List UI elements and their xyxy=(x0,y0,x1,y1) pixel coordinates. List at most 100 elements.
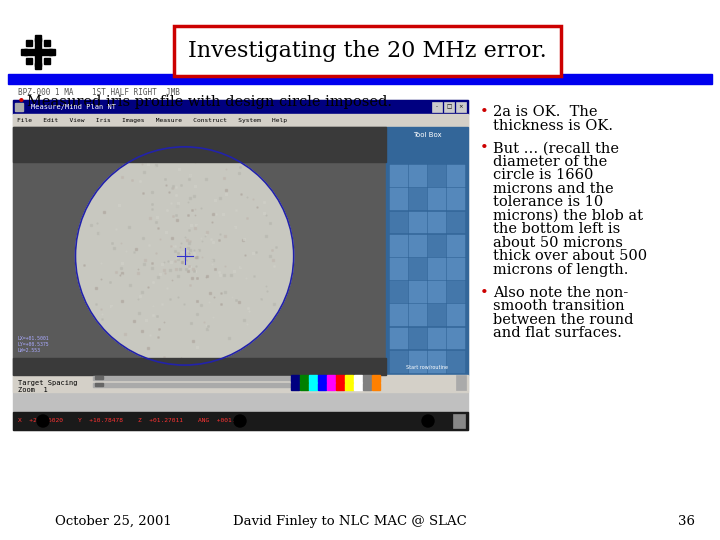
Bar xyxy=(13,127,386,375)
Bar xyxy=(336,375,344,382)
Bar xyxy=(390,281,408,303)
Bar xyxy=(49,49,55,55)
Text: smooth transition: smooth transition xyxy=(493,299,625,313)
Text: Measured iris profile with design circle imposed.: Measured iris profile with design circle… xyxy=(27,95,392,109)
Bar xyxy=(456,102,466,112)
Circle shape xyxy=(422,415,434,427)
Text: Target Spacing: Target Spacing xyxy=(18,380,78,386)
Bar xyxy=(446,328,464,349)
Bar xyxy=(336,383,344,390)
Bar xyxy=(446,212,464,233)
Bar xyxy=(13,100,468,114)
Bar xyxy=(408,281,426,303)
Bar xyxy=(408,165,426,187)
Text: -: - xyxy=(436,105,438,110)
Text: David Finley to NLC MAC @ SLAC: David Finley to NLC MAC @ SLAC xyxy=(233,515,467,528)
Bar xyxy=(386,127,468,375)
Bar xyxy=(44,40,50,46)
Text: microns) the blob at: microns) the blob at xyxy=(493,209,643,223)
Text: Measure/Mind Plan NT: Measure/Mind Plan NT xyxy=(31,104,116,110)
Bar xyxy=(26,40,32,46)
Text: Zoom  1: Zoom 1 xyxy=(18,387,48,393)
Bar xyxy=(95,376,103,379)
Bar xyxy=(432,102,442,112)
Bar xyxy=(318,375,326,382)
Bar xyxy=(13,100,468,430)
Bar xyxy=(24,49,52,55)
Bar xyxy=(345,375,353,382)
Bar xyxy=(95,383,103,386)
Bar xyxy=(428,258,446,280)
Bar xyxy=(446,351,464,373)
Bar xyxy=(15,103,23,111)
Text: circle is 1660: circle is 1660 xyxy=(493,168,593,183)
Bar xyxy=(8,74,712,84)
Bar xyxy=(309,383,317,390)
Bar xyxy=(428,212,446,233)
Text: •: • xyxy=(480,141,489,156)
Bar xyxy=(408,212,426,233)
Text: tolerance is 10: tolerance is 10 xyxy=(493,195,603,210)
Bar xyxy=(318,383,326,390)
Bar xyxy=(408,351,426,373)
Bar xyxy=(456,375,466,390)
Bar xyxy=(428,351,446,373)
Text: thick over about 500: thick over about 500 xyxy=(493,249,647,264)
Bar xyxy=(446,281,464,303)
FancyBboxPatch shape xyxy=(174,26,561,76)
Bar xyxy=(390,212,408,233)
Bar xyxy=(300,383,308,390)
Bar xyxy=(13,127,386,161)
Bar xyxy=(446,165,464,187)
Text: between the round: between the round xyxy=(493,313,634,327)
Text: BPZ-000 1 MA    1ST HALF RIGHT  JMB: BPZ-000 1 MA 1ST HALF RIGHT JMB xyxy=(18,88,180,97)
Text: But … (recall the: But … (recall the xyxy=(493,141,619,156)
Bar xyxy=(21,49,27,55)
Bar xyxy=(390,328,408,349)
Bar xyxy=(44,58,50,64)
Bar xyxy=(446,188,464,210)
Text: File   Edit   View   Iris   Images   Measure   Construct   System   Help: File Edit View Iris Images Measure Const… xyxy=(17,118,287,123)
Bar xyxy=(13,375,468,392)
Circle shape xyxy=(37,415,49,427)
Bar xyxy=(428,281,446,303)
Bar xyxy=(327,375,335,382)
Bar xyxy=(354,375,362,382)
Bar xyxy=(428,328,446,349)
Bar xyxy=(428,305,446,326)
Text: the bottom left is: the bottom left is xyxy=(493,222,620,237)
Text: •: • xyxy=(480,286,489,300)
Bar xyxy=(13,114,468,127)
Bar xyxy=(446,305,464,326)
Bar xyxy=(444,102,454,112)
Text: 2a is OK.  The: 2a is OK. The xyxy=(493,105,598,119)
Text: □: □ xyxy=(446,105,451,110)
Text: microns and the: microns and the xyxy=(493,182,613,196)
Bar xyxy=(390,258,408,280)
Circle shape xyxy=(234,415,246,427)
Text: microns of length.: microns of length. xyxy=(493,263,629,277)
Bar xyxy=(372,375,380,382)
Bar xyxy=(428,188,446,210)
Text: •: • xyxy=(17,95,26,109)
Text: diameter of the: diameter of the xyxy=(493,155,607,169)
Bar xyxy=(13,357,386,375)
Text: Investigating the 20 MHz error.: Investigating the 20 MHz error. xyxy=(188,40,546,62)
Bar xyxy=(93,383,296,387)
Bar xyxy=(35,38,41,66)
Text: October 25, 2001: October 25, 2001 xyxy=(55,515,172,528)
Bar xyxy=(428,235,446,256)
Bar xyxy=(309,375,317,382)
Bar xyxy=(390,235,408,256)
Bar xyxy=(93,376,296,380)
Text: Start row/routine: Start row/routine xyxy=(406,364,448,369)
Bar xyxy=(408,235,426,256)
Bar xyxy=(446,235,464,256)
Text: and flat surfaces.: and flat surfaces. xyxy=(493,326,622,340)
Text: about 50 microns: about 50 microns xyxy=(493,236,623,250)
Text: 36: 36 xyxy=(678,515,695,528)
Bar xyxy=(327,383,335,390)
Bar xyxy=(363,375,371,382)
Bar xyxy=(26,58,32,64)
Bar xyxy=(291,375,299,382)
